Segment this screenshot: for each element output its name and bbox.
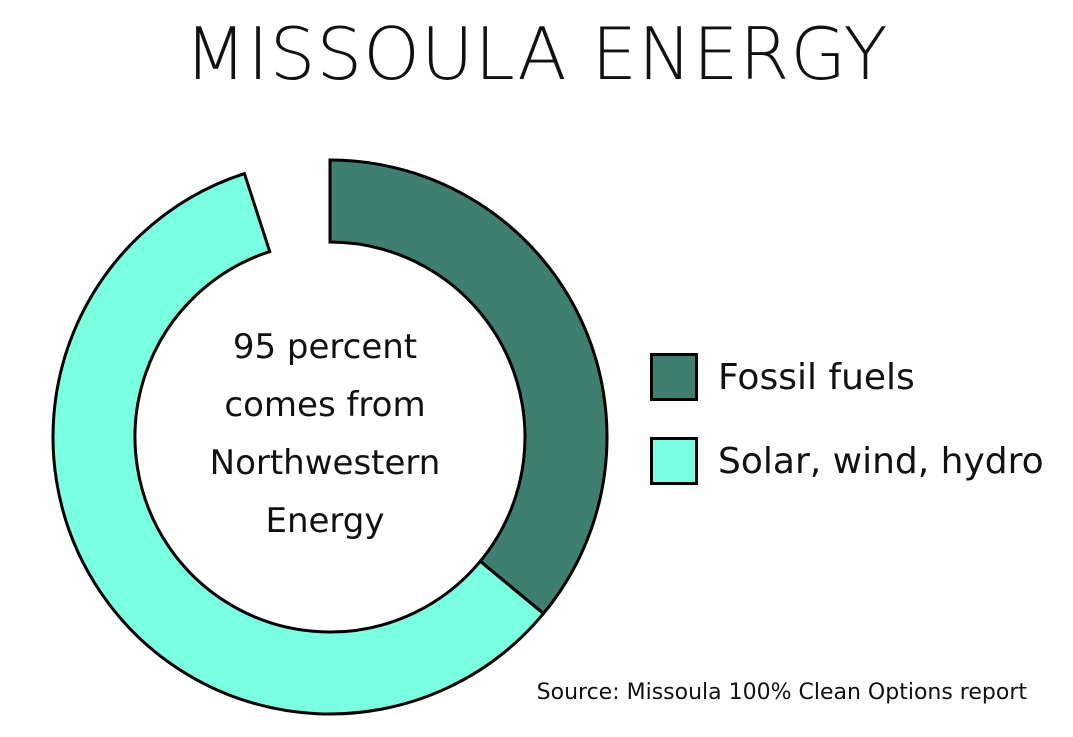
- source-note: Source: Missoula 100% Clean Options repo…: [536, 680, 1027, 705]
- center-annotation: 95 percent comes from Northwestern Energ…: [175, 318, 475, 550]
- legend-swatch-solar-wind-hydro: [650, 437, 698, 485]
- center-line-4: Energy: [265, 501, 385, 541]
- legend: Fossil fuels Solar, wind, hydro: [650, 350, 1044, 518]
- legend-item-solar-wind-hydro: Solar, wind, hydro: [650, 434, 1044, 488]
- chart-title: MISSOULA ENERGY: [184, 12, 889, 96]
- legend-swatch-fossil-fuels: [650, 353, 698, 401]
- donut-segment-solar-wind-hydro: [51, 171, 546, 716]
- legend-label-solar-wind-hydro: Solar, wind, hydro: [718, 440, 1044, 482]
- legend-label-fossil-fuels: Fossil fuels: [718, 356, 915, 398]
- donut-segment-fossil-fuels: [328, 158, 609, 616]
- center-line-2: comes from: [224, 385, 426, 425]
- legend-item-fossil-fuels: Fossil fuels: [650, 350, 1044, 404]
- center-line-1: 95 percent: [232, 327, 418, 367]
- center-line-3: Northwestern: [209, 443, 441, 483]
